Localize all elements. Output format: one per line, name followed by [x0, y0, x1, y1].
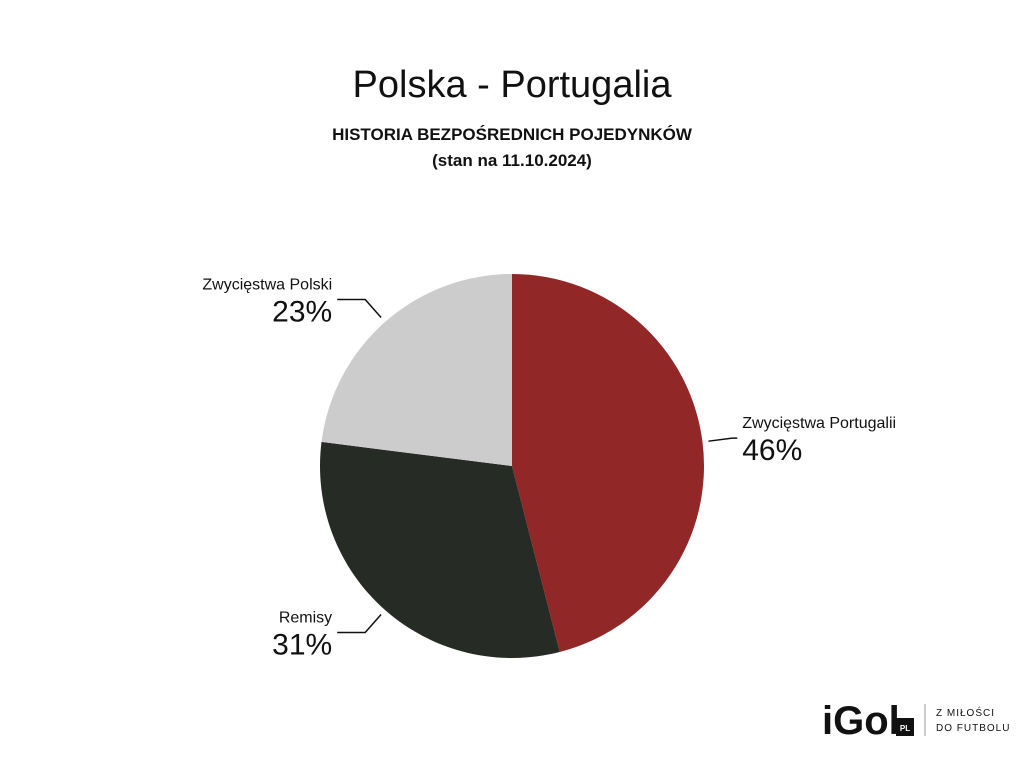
pie-slice: [512, 274, 705, 652]
value-label: 23%: [272, 295, 332, 328]
logo-badge-box: [896, 718, 914, 736]
chart-note: (stan na 11.10.2024): [432, 151, 592, 170]
value-label: 31%: [272, 629, 332, 662]
logo-tagline: DO FUTBOLU: [936, 723, 1010, 734]
chart-subtitle: HISTORIA BEZPOŚREDNICH POJEDYNKÓW: [332, 125, 693, 144]
slice-label: Zwycięstwa Polski: [202, 276, 332, 293]
chart-title: Polska - Portugalia: [353, 64, 673, 106]
logo-name: iGol: [822, 699, 900, 743]
slice-label: Remisy: [279, 610, 332, 627]
leader-line: [337, 614, 382, 634]
logo-badge: PL: [900, 724, 910, 733]
leader-line: [708, 437, 738, 442]
leader-line: [337, 298, 382, 318]
logo-tagline: Z MIŁOŚCI: [936, 706, 995, 719]
pie-slice: [320, 441, 560, 658]
slice-label: Zwycięstwa Portugalii: [742, 415, 896, 432]
value-label: 46%: [742, 434, 802, 467]
pie-slice: [321, 274, 512, 466]
logo: iGol PL Z MIŁOŚCI DO FUTBOLU: [822, 699, 1010, 743]
